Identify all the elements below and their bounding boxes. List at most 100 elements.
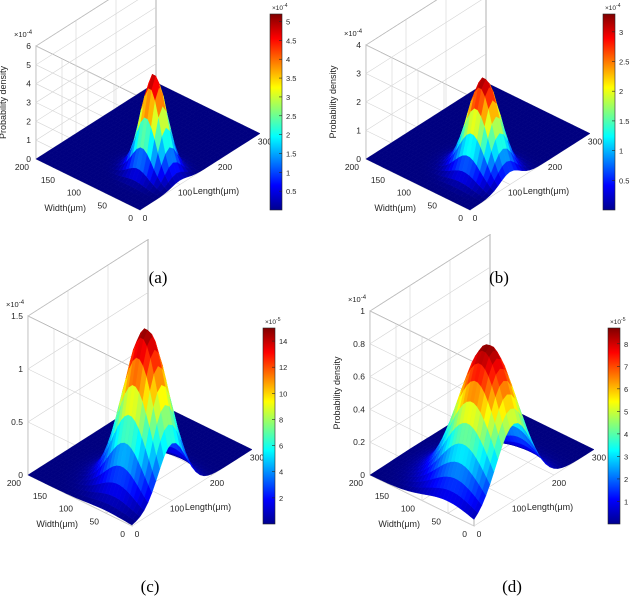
surface-c [27,328,253,526]
colorbar-tick-label: 1.5 [286,149,296,158]
z-tick-label: 3 [356,69,361,79]
colorbar-tick-label: 7 [624,362,628,371]
colorbar-b: 0.5 1 1.5 2 2.5 3 ×10-4 [602,3,629,211]
y-tick-label: 0 [128,213,133,223]
colorbar-tick-label: 14 [279,337,287,346]
axis-labels-c: 00.511.50100200300050100150200×10-4Proba… [6,300,264,539]
z-tick-label: 1 [26,135,31,145]
caption-d: (d) [502,577,522,596]
z-tick-label: 5 [26,60,31,70]
x-axis-label: Length(μm) [523,186,569,196]
x-axis-label: Length(μm) [527,502,573,512]
colorbar-tick-label: 1.5 [619,117,629,126]
colorbar-tick-label: 1 [619,147,623,156]
colorbar-exponent: ×10-4 [605,3,621,12]
x-axis-label: Length(μm) [185,502,231,512]
colorbar-tick-label: 8 [624,340,628,349]
colorbar-exponent: ×10-4 [272,3,288,12]
colorbar-tick-label: 5 [624,407,628,416]
y-tick-label: 200 [349,478,363,488]
y-tick-label: 150 [33,491,47,501]
z-tick-label: 0.6 [353,372,365,382]
x-tick-label: 300 [258,137,272,147]
z-tick-label: 0 [18,470,23,480]
z-tick-label: 0 [26,154,31,164]
panel-d: 0 0.2 0.4 0.6 0.8 1 0 100 200 300 0 50 100 150 200 ×10-… [332,233,628,539]
y-tick-label: 100 [59,504,73,514]
z-exponent: ×10-4 [14,30,33,39]
colorbar-tick-label: 3 [286,93,290,102]
x-tick-label: 300 [250,453,264,463]
colorbar-exponent: ×10-5 [265,317,281,326]
caption-a: (a) [149,268,168,287]
y-axis-label: Width(μm) [36,519,78,529]
y-tick-label: 0 [458,213,463,223]
y-axis-label: Width(μm) [44,203,86,213]
x-tick-label: 300 [592,453,606,463]
colorbar-tick-label: 10 [279,389,287,398]
colorbar-tick-label: 0.5 [286,187,296,196]
colorbar-tick-label: 1 [624,497,628,506]
z-exponent: ×10-4 [6,300,25,309]
y-tick-label: 100 [67,188,81,198]
y-tick-label: 0 [462,529,467,539]
y-tick-label: 150 [375,491,389,501]
z-exponent: ×10-4 [348,295,367,304]
z-tick-label: 0.4 [353,404,365,414]
surface-d [369,344,595,520]
z-tick-label: 0.2 [353,437,365,447]
surface-b [365,77,591,211]
z-tick-label: 2 [26,116,31,126]
x-tick-label: 200 [210,478,224,488]
y-tick-label: 200 [7,478,21,488]
colorbar-tick-label: 2 [619,87,623,96]
x-tick-label: 0 [143,213,148,223]
z-tick-label: 2 [356,97,361,107]
panel-a: 0 1 2 3 4 5 6 0 100 200 300 0 50 100 150 200 ×10-4 Probab… [0,0,296,223]
colorbar-tick-label: 4.5 [286,36,296,45]
y-tick-label: 200 [15,162,29,172]
z-tick-label: 3 [26,98,31,108]
colorbar-exponent: ×10-5 [610,317,626,326]
caption-b: (b) [489,268,509,287]
x-axis-label: Length(μm) [193,186,239,196]
x-tick-label: 100 [178,188,192,198]
colorbar-tick-label: 2 [279,494,283,503]
colorbar-tick-label: 8 [279,415,283,424]
z-axis-label: Probability density [0,65,8,139]
panel-c: 00.511.50100200300050100150200×10-4Proba… [6,238,287,539]
y-tick-label: 50 [432,516,442,526]
colorbar-a: 0.5 1 1.5 2 2.5 3 3.5 4 4.5 5 ×10-4 [269,3,296,211]
z-tick-label: 0.8 [353,339,365,349]
colorbar-tick-label: 6 [624,385,628,394]
x-tick-label: 0 [135,529,140,539]
surface-a [35,73,261,211]
colorbar-tick-label: 2 [286,131,290,140]
colorbar-tick-label: 6 [279,442,283,451]
colorbar-tick-label: 4 [279,468,283,477]
caption-c: (c) [141,577,160,596]
z-exponent: ×10-4 [344,29,363,38]
x-tick-label: 0 [477,529,482,539]
y-tick-label: 0 [120,529,125,539]
colorbar-tick-label: 4 [624,430,628,439]
colorbar-tick-label: 2.5 [286,112,296,121]
colorbar-tick-label: 3.5 [286,74,296,83]
z-tick-label: 1 [360,306,365,316]
x-tick-label: 0 [473,213,478,223]
colorbar-tick-label: 2.5 [619,58,629,67]
x-tick-label: 100 [508,188,522,198]
colorbar-tick-label: 5 [286,18,290,27]
y-axis-label: Width(μm) [378,519,420,529]
z-axis-label: Probability density [332,356,342,430]
x-tick-label: 300 [588,137,602,147]
z-tick-label: 4 [26,79,31,89]
z-tick-label: 1 [18,364,23,374]
colorbar-d: 1 2 3 4 5 6 7 8 ×10-5 [607,317,628,525]
z-tick-label: 0 [356,154,361,164]
z-tick-label: 4 [356,40,361,50]
axis-labels-b: 0 1 2 3 4 0 100 200 300 0 50 100 150 200 ×10-4 Probabil… [328,29,602,223]
z-tick-label: 6 [26,41,31,51]
y-tick-label: 50 [428,200,438,210]
